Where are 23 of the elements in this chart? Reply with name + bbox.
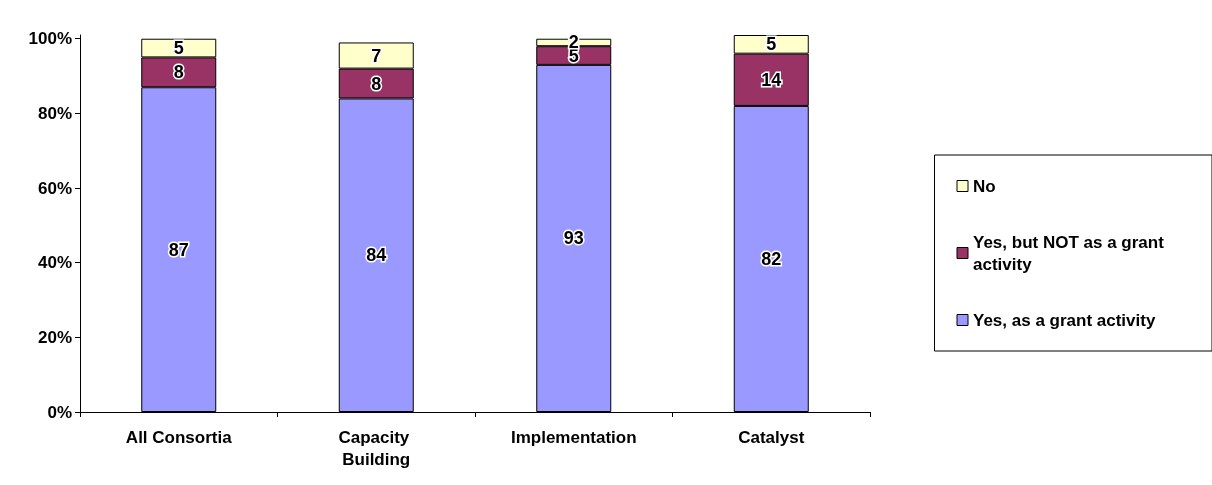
legend-label: Yes, as a grant activity (973, 310, 1156, 330)
data-label: 7 (371, 45, 382, 66)
data-label: 87 (168, 239, 189, 260)
x-tick-label: Catalyst (738, 427, 805, 447)
x-tick-label: Capacity Building (338, 427, 415, 469)
y-tick-label: 80% (37, 103, 72, 123)
y-tick-label: 40% (37, 253, 72, 273)
y-tick-label: 100% (28, 29, 72, 49)
data-label: 8 (173, 62, 184, 83)
data-label: 8 (371, 73, 382, 94)
data-label: 5 (173, 38, 184, 59)
y-tick-label: 60% (37, 178, 72, 198)
data-label: 93 (563, 228, 584, 249)
x-tick-label: Implementation (510, 427, 637, 447)
legend-label: No (973, 176, 996, 196)
y-tick-label: 0% (47, 402, 72, 422)
legend-label: Yes, but NOT as a grant activity (973, 232, 1169, 274)
data-label: 82 (761, 248, 782, 269)
data-label: 84 (366, 245, 387, 266)
data-label: 14 (761, 69, 782, 90)
x-tick-label: All Consortia (125, 427, 233, 447)
y-tick-label: 20% (37, 327, 72, 347)
data-label: 5 (766, 34, 777, 55)
